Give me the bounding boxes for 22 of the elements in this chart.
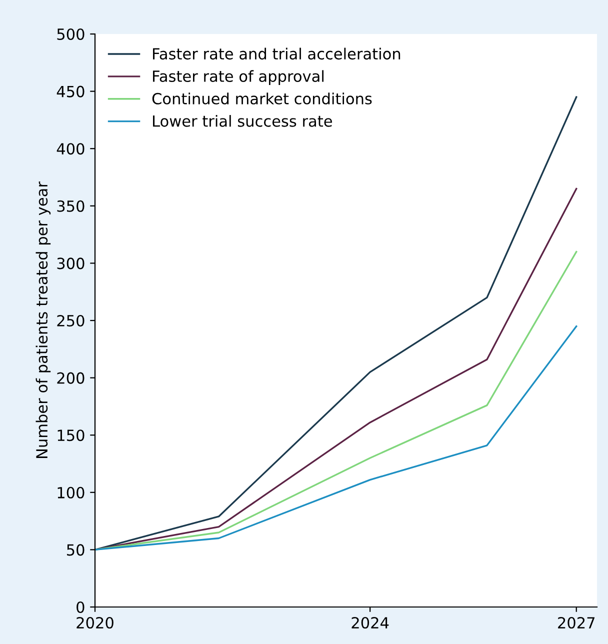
legend-label: Faster rate of approval — [153, 70, 324, 85]
y-tick-label: 300 — [57, 258, 84, 270]
line-series — [95, 325, 578, 551]
x-tick-label: 2027 — [558, 616, 595, 629]
y-axis-title: Number of patients treated per year — [36, 182, 51, 458]
y-tick-label: 350 — [57, 200, 84, 212]
y-tick-label: 50 — [67, 544, 84, 556]
y-tick-label: 500 — [57, 28, 84, 40]
legend-label: Faster rate and trial acceleration — [153, 48, 400, 60]
line-series — [95, 250, 578, 551]
y-tick-label: 200 — [57, 372, 84, 384]
y-tick-label: 400 — [56, 143, 84, 155]
y-tick-label: 450 — [56, 86, 84, 98]
y-tick-label: 150 — [58, 430, 84, 442]
y-tick-label: 0 — [76, 601, 84, 614]
line-series — [95, 188, 578, 551]
y-tick-label: 100 — [58, 486, 84, 498]
x-tick-label: 2020 — [76, 616, 114, 629]
legend-label: Lower trial success rate — [153, 115, 332, 127]
x-tick-label: 2024 — [352, 616, 389, 629]
legend-label: Continued market conditions — [152, 92, 372, 104]
y-tick-label: 250 — [57, 314, 84, 327]
